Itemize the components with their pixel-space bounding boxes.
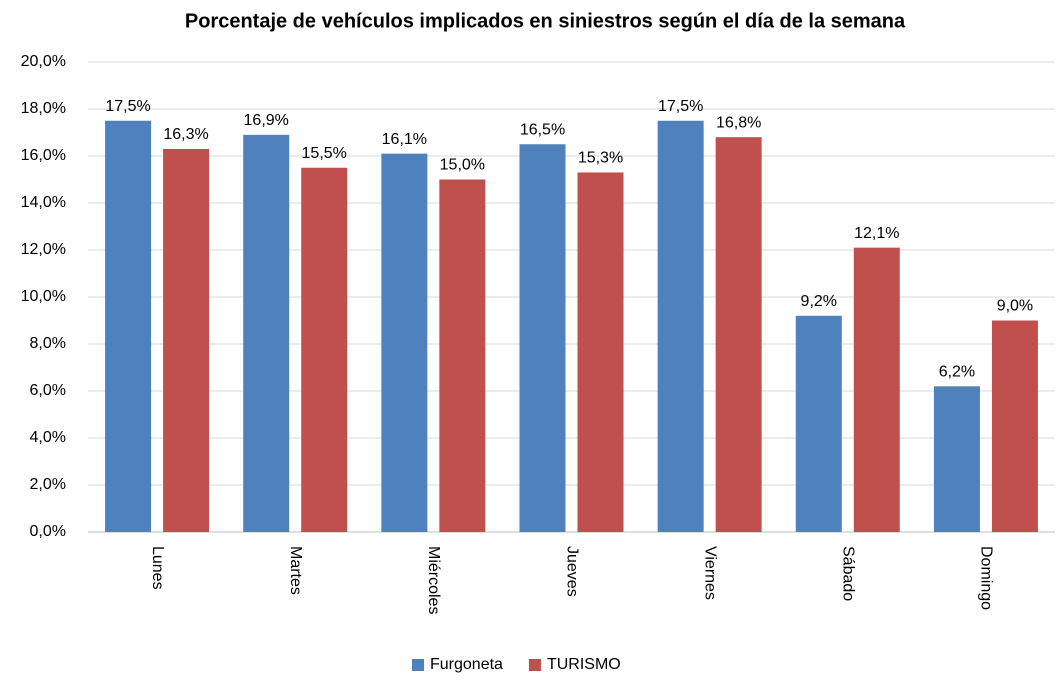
bar <box>519 144 566 532</box>
legend-label: Furgoneta <box>430 656 503 673</box>
value-label: 9,2% <box>801 293 837 310</box>
bar <box>795 315 842 532</box>
value-label: 15,3% <box>578 150 623 167</box>
y-tick-label: 18,0% <box>21 100 66 117</box>
value-label: 16,3% <box>163 126 208 143</box>
x-tick-label: Martes <box>287 546 304 595</box>
value-label: 16,5% <box>520 121 565 138</box>
bar <box>105 120 152 532</box>
legend-label: TURISMO <box>547 656 621 673</box>
bar <box>657 120 704 532</box>
bar <box>991 320 1038 532</box>
value-label: 16,9% <box>244 112 289 129</box>
y-tick-label: 6,0% <box>30 382 66 399</box>
y-tick-label: 2,0% <box>30 476 66 493</box>
bar <box>243 134 290 532</box>
bar <box>933 386 980 532</box>
y-tick-label: 14,0% <box>21 194 66 211</box>
bar <box>439 179 486 532</box>
bar <box>163 148 210 532</box>
y-tick-label: 8,0% <box>30 335 66 352</box>
y-tick-label: 10,0% <box>21 288 66 305</box>
value-label: 15,5% <box>302 145 347 162</box>
value-label: 16,8% <box>716 114 761 131</box>
x-tick-label: Viernes <box>701 546 718 600</box>
x-tick-label: Lunes <box>149 546 166 590</box>
chart-title: Porcentaje de vehículos implicados en si… <box>185 10 906 32</box>
value-label: 15,0% <box>440 157 485 174</box>
y-tick-label: 0,0% <box>30 523 66 540</box>
y-tick-label: 4,0% <box>30 429 66 446</box>
value-label: 9,0% <box>997 298 1033 315</box>
value-label: 12,1% <box>854 225 899 242</box>
bar <box>853 247 900 532</box>
x-tick-label: Jueves <box>563 546 580 597</box>
bar <box>301 167 348 532</box>
value-label: 17,5% <box>658 98 703 115</box>
value-label: 17,5% <box>105 98 150 115</box>
value-label: 6,2% <box>939 364 975 381</box>
value-label: 16,1% <box>382 131 427 148</box>
x-tick-label: Miércoles <box>425 546 442 614</box>
bar <box>381 153 428 532</box>
x-tick-label: Domingo <box>978 546 995 610</box>
y-tick-label: 12,0% <box>21 241 66 258</box>
legend-swatch <box>412 659 424 671</box>
y-tick-label: 20,0% <box>21 53 66 70</box>
legend-swatch <box>528 659 541 671</box>
bar <box>577 172 624 532</box>
bar <box>715 137 762 532</box>
y-tick-label: 16,0% <box>21 147 66 164</box>
x-tick-label: Sábado <box>840 546 857 601</box>
